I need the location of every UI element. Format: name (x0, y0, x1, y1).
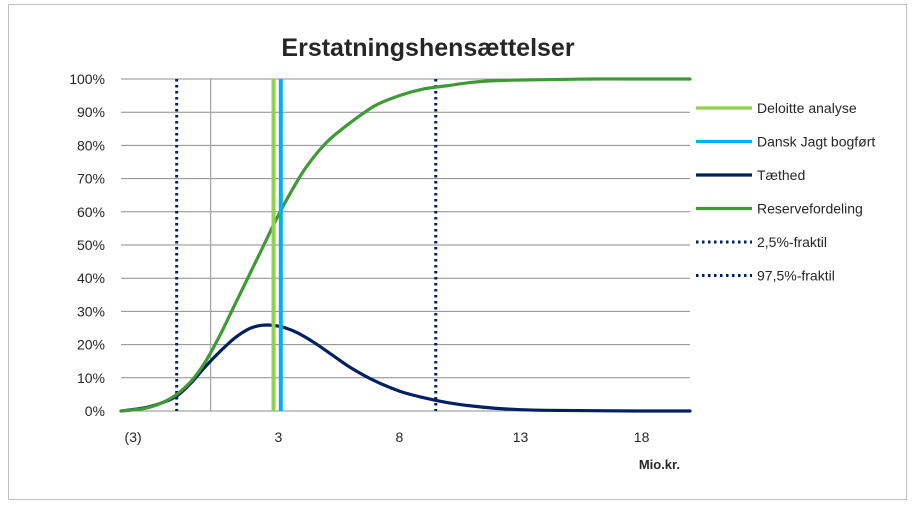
x-axis-label: Mio.kr. (639, 457, 680, 472)
y-tick-label: 50% (77, 237, 105, 253)
x-tick-label: 3 (274, 429, 282, 445)
y-tick-label: 30% (77, 303, 105, 319)
x-tick-label: (3) (125, 429, 142, 445)
legend-label-3: Reservefordeling (757, 201, 863, 217)
series (119, 77, 692, 413)
y-tick-label: 100% (69, 71, 105, 87)
y-tick-label: 10% (77, 370, 105, 386)
legend-label-2: Tæthed (757, 167, 805, 183)
legend-label-1: Dansk Jagt bogført (757, 134, 875, 150)
series-3-line (119, 77, 692, 413)
x-tick-label: 13 (513, 429, 529, 445)
chart-frame (8, 4, 907, 500)
x-axis-tick-labels: (3) 3 8 13 18 (125, 429, 650, 445)
y-tick-label: 70% (77, 171, 105, 187)
legend-label-0: Deloitte analyse (757, 100, 857, 116)
x-tick-label: 18 (634, 429, 650, 445)
legend-label-5: 97,5%-fraktil (757, 268, 835, 284)
y-tick-label: 0% (85, 403, 105, 419)
y-tick-label: 60% (77, 204, 105, 220)
chart-title: Erstatningshensættelser (281, 34, 574, 62)
y-tick-label: 90% (77, 104, 105, 120)
y-axis-tick-labels: 0% 10% 20% 30% 40% 50% 60% 70% 80% 90% 100% (69, 71, 105, 419)
y-tick-label: 20% (77, 337, 105, 353)
x-tick-label: 8 (396, 429, 404, 445)
series-2-line (119, 323, 692, 413)
y-tick-label: 40% (77, 270, 105, 286)
y-tick-label: 80% (77, 137, 105, 153)
legend: Deloitte analyse Dansk Jagt bogført Tæthed… (696, 100, 875, 284)
legend-label-4: 2,5%-fraktil (757, 234, 827, 250)
